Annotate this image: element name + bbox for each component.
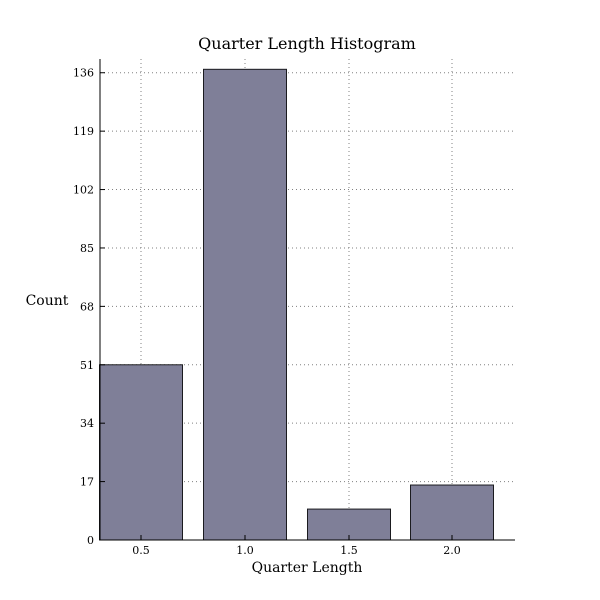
y-tick-label-68: 68: [80, 300, 94, 313]
y-tick-label-0: 0: [87, 534, 94, 547]
bar-2.0: [410, 484, 494, 541]
x-tick-label-2.0: 2.0: [443, 544, 461, 557]
bar-layer: [99, 68, 494, 541]
y-tick-label-34: 34: [80, 417, 94, 430]
y-tick-label-17: 17: [80, 476, 94, 489]
bar-1.0: [203, 68, 287, 541]
y-tick-label-102: 102: [73, 184, 94, 197]
y-tick-label-136: 136: [73, 67, 94, 80]
chart-title: Quarter Length Histogram: [198, 34, 416, 53]
tick-layer: 0 17 34 51 68 85 102 119 136 0.5 1.0 1.5 2.0: [73, 67, 461, 557]
y-tick-label-85: 85: [80, 242, 94, 255]
axes-layer: [99, 59, 515, 541]
bar-0.5: [99, 364, 183, 541]
y-axis-label: Count: [26, 293, 69, 309]
x-axis-label: Quarter Length: [252, 560, 363, 576]
x-tick-label-0.5: 0.5: [132, 544, 150, 557]
y-tick-label-119: 119: [73, 125, 94, 138]
x-tick-label-1.5: 1.5: [340, 544, 358, 557]
y-tick-label-51: 51: [80, 359, 94, 372]
x-tick-label-1.0: 1.0: [236, 544, 254, 557]
bar-1.5: [307, 508, 391, 541]
